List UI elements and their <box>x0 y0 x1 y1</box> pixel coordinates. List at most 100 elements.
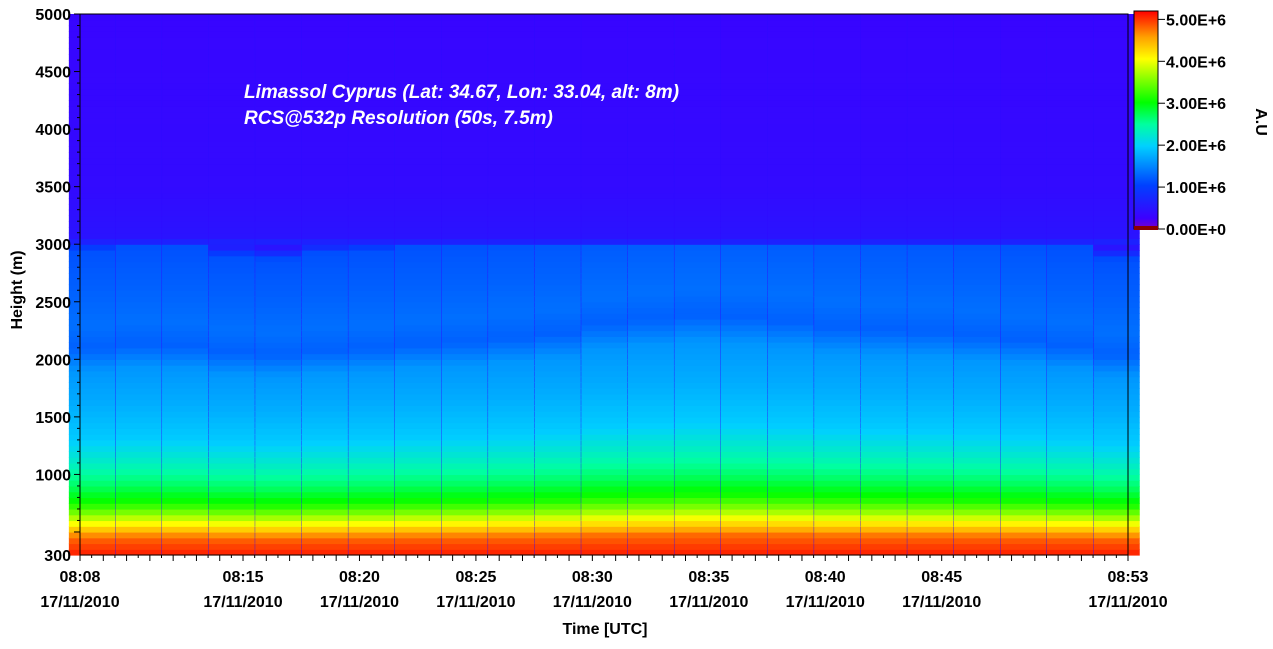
heatmap-cell <box>115 439 162 447</box>
heatmap-cell <box>627 100 674 107</box>
heatmap-cell <box>488 514 535 522</box>
heatmap-cell <box>581 54 628 61</box>
heatmap-cell <box>301 94 348 101</box>
heatmap-cell <box>534 77 581 84</box>
heatmap-cell <box>814 514 861 522</box>
heatmap-cell <box>860 261 907 268</box>
heatmap-cell <box>907 347 954 355</box>
heatmap-cell <box>674 157 721 165</box>
heatmap-cell <box>953 88 1001 96</box>
heatmap-cell <box>488 244 535 251</box>
heatmap-cell <box>1000 175 1047 182</box>
heatmap-cell <box>720 31 768 38</box>
heatmap-cell <box>720 146 768 153</box>
heatmap-cell <box>301 330 348 337</box>
heatmap-cell <box>720 65 768 73</box>
heatmap-cell <box>488 169 535 176</box>
heatmap-cell <box>581 140 628 147</box>
heatmap-cell <box>534 14 581 21</box>
heatmap-cell <box>394 215 442 222</box>
heatmap-cell <box>68 123 116 130</box>
heatmap-cell <box>953 94 1001 101</box>
heatmap-cell <box>348 411 395 418</box>
heatmap-cell <box>441 255 488 263</box>
heatmap-cell <box>115 526 162 533</box>
heatmap-cell <box>581 451 628 458</box>
heatmap-cell <box>68 163 116 170</box>
heatmap-cell <box>208 123 255 130</box>
heatmap-cell <box>860 491 907 499</box>
heatmap-cell <box>208 209 255 217</box>
heatmap-cell <box>581 468 628 476</box>
heatmap-cell <box>255 462 302 470</box>
heatmap-cell <box>301 347 348 355</box>
heatmap-cell <box>907 221 954 228</box>
heatmap-cell <box>162 198 209 205</box>
heatmap-cell <box>162 94 209 101</box>
heatmap-cell <box>534 267 581 274</box>
heatmap-cell <box>1093 111 1140 119</box>
heatmap-cell <box>860 60 907 67</box>
heatmap-cell <box>348 215 395 222</box>
heatmap-cell <box>907 129 954 136</box>
heatmap-cell <box>1047 319 1094 326</box>
heatmap-cell <box>720 313 768 320</box>
heatmap-cell <box>162 514 209 522</box>
heatmap-cell <box>1047 42 1094 50</box>
heatmap-cell <box>348 19 395 27</box>
heatmap-cell <box>720 376 768 383</box>
heatmap-cell <box>255 180 302 188</box>
heatmap-cell <box>488 123 535 130</box>
heatmap-cell <box>162 411 209 418</box>
heatmap-cell <box>953 508 1001 516</box>
heatmap-cell <box>301 25 348 32</box>
heatmap-cell <box>674 313 721 320</box>
heatmap-cell <box>534 54 581 61</box>
heatmap-cell <box>907 416 954 424</box>
heatmap-cell <box>162 370 209 378</box>
heatmap-cell <box>814 215 861 222</box>
heatmap-cell <box>68 88 116 96</box>
heatmap-cell <box>581 474 628 481</box>
heatmap-cell <box>348 203 395 211</box>
heatmap-cell <box>1000 226 1047 234</box>
heatmap-cell <box>814 14 861 21</box>
heatmap-cell <box>674 54 721 61</box>
heatmap-cell <box>1093 376 1140 383</box>
heatmap-cell <box>814 192 861 199</box>
heatmap-cell <box>534 163 581 170</box>
heatmap-cell <box>255 451 302 458</box>
heatmap-cell <box>767 232 814 240</box>
heatmap-cell <box>348 307 395 314</box>
heatmap-cell <box>534 152 581 159</box>
heatmap-cell <box>348 186 395 194</box>
heatmap-cell <box>68 255 116 263</box>
heatmap-cell <box>720 278 768 286</box>
heatmap-cell <box>674 319 721 326</box>
heatmap-cell <box>814 520 861 527</box>
heatmap-cell <box>208 106 255 113</box>
heatmap-cell <box>953 296 1001 303</box>
heatmap-cell <box>860 284 907 291</box>
heatmap-cell <box>860 180 907 188</box>
heatmap-cell <box>255 520 302 527</box>
heatmap-cell <box>907 428 954 435</box>
heatmap-cell <box>162 278 209 286</box>
heatmap-cell <box>441 146 488 153</box>
heatmap-cell <box>627 215 674 222</box>
heatmap-cell <box>348 226 395 234</box>
heatmap-cell <box>581 232 628 240</box>
heatmap-cell <box>255 388 302 395</box>
heatmap-cell <box>115 474 162 481</box>
heatmap-cell <box>488 411 535 418</box>
heatmap-cell <box>208 88 255 96</box>
heatmap-cell <box>301 209 348 217</box>
heatmap-cell <box>1000 462 1047 470</box>
heatmap-cell <box>627 186 674 194</box>
heatmap-cell <box>1093 474 1140 481</box>
heatmap-cell <box>674 370 721 378</box>
heatmap-cell <box>534 192 581 199</box>
heatmap-cell <box>814 209 861 217</box>
heatmap-cell <box>581 457 628 464</box>
